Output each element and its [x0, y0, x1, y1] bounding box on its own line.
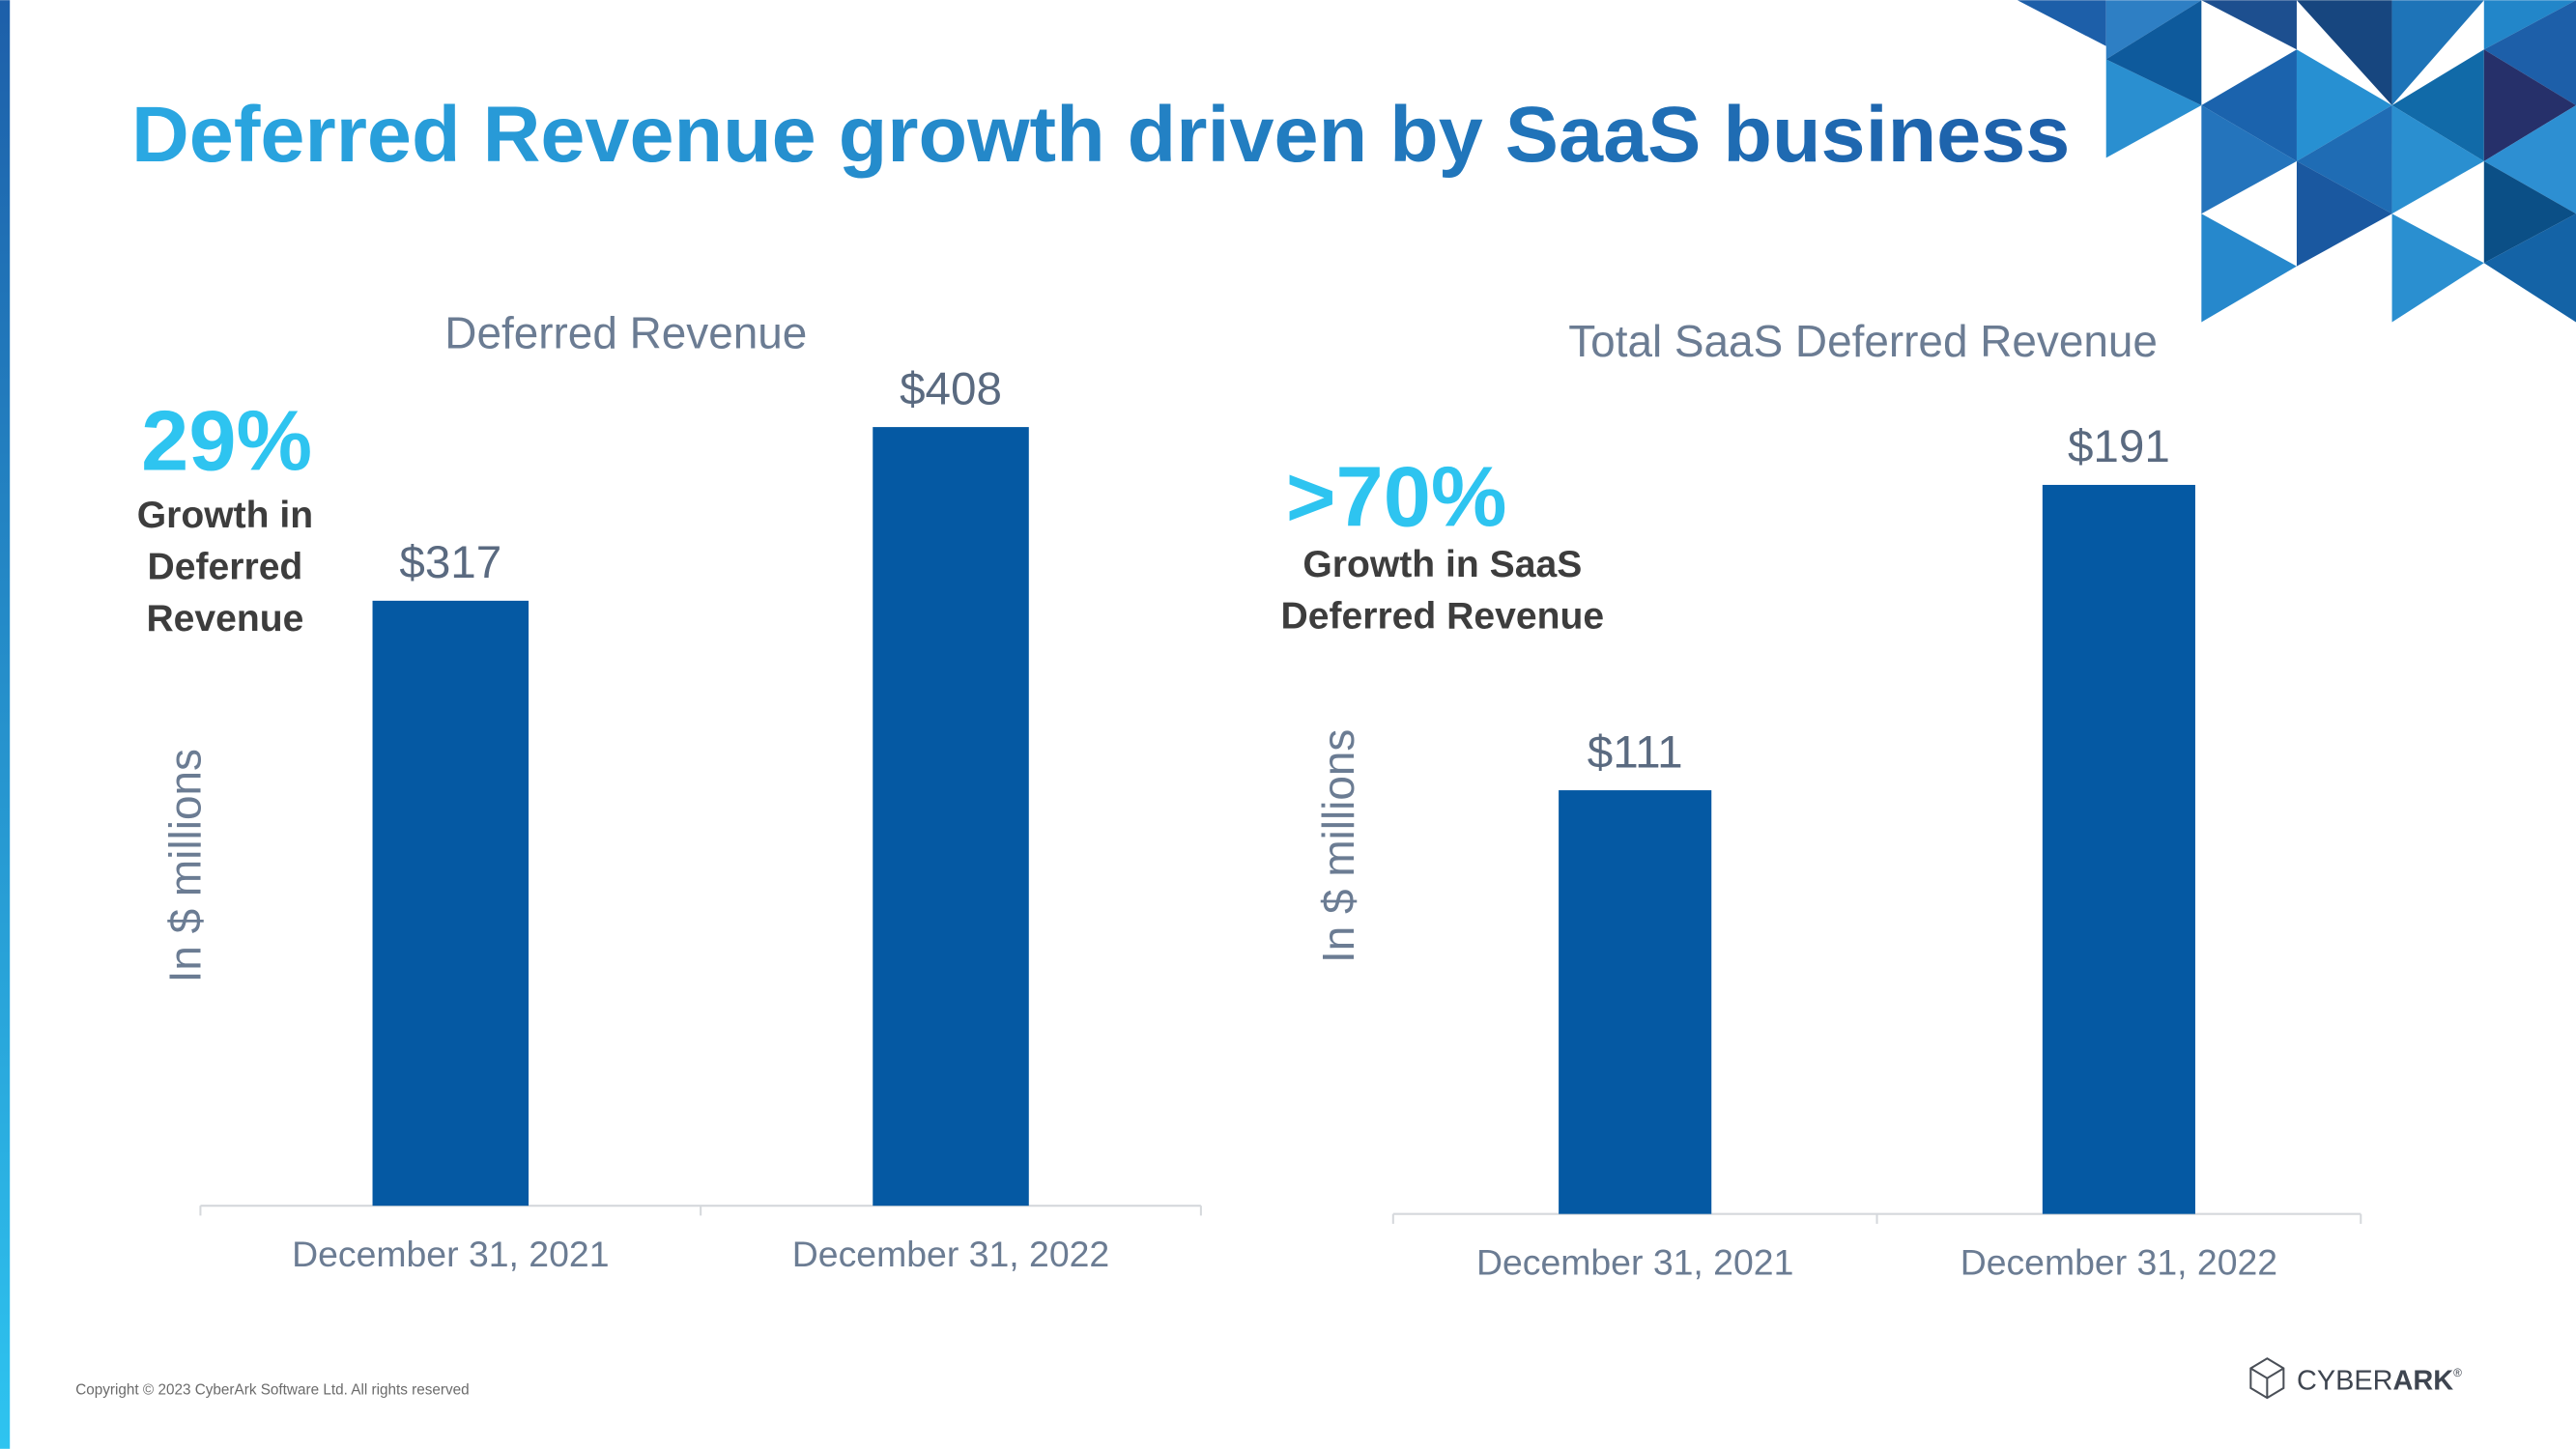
callout-text: Growth in — [137, 495, 313, 536]
callout-text: Deferred Revenue — [1281, 596, 1605, 638]
callout-value: >70% — [1286, 448, 1507, 544]
logo-part: CYBER — [2297, 1366, 2393, 1397]
callout-value: 29% — [141, 392, 312, 488]
callout-text: Revenue — [146, 598, 303, 639]
decoration — [2017, 0, 2576, 323]
chart-title: Deferred Revenue — [444, 308, 807, 358]
logo-part: ® — [2453, 1366, 2462, 1379]
logo-part: ARK — [2393, 1366, 2454, 1397]
x-tick-label: December 31, 2021 — [1476, 1242, 1793, 1283]
x-tick-label: December 31, 2022 — [792, 1234, 1109, 1274]
y-axis-label: In $ millions — [1313, 729, 1363, 963]
value-label: $111 — [1588, 726, 1683, 778]
value-label: $317 — [399, 537, 501, 588]
logo-text: CYBERARK® — [2297, 1366, 2462, 1397]
side-stripe — [0, 0, 11, 1449]
bar — [372, 600, 530, 1207]
chart-title: Total SaaS Deferred Revenue — [1568, 316, 2158, 366]
bar — [873, 427, 1029, 1207]
x-tick-label: December 31, 2022 — [1961, 1242, 2277, 1283]
callout-text: Deferred — [148, 547, 303, 588]
copyright: Copyright © 2023 CyberArk Software Ltd. … — [75, 1382, 469, 1399]
bar — [2042, 484, 2195, 1214]
y-axis-label: In $ millions — [159, 749, 210, 982]
logo: CYBERARK® — [2249, 1357, 2462, 1400]
x-tick-label: December 31, 2021 — [292, 1234, 609, 1274]
callout-text: Growth in SaaS — [1302, 544, 1582, 585]
value-label: $408 — [900, 363, 1002, 414]
slide-title: Deferred Revenue growth driven by SaaS b… — [131, 91, 2070, 179]
logo-icon — [2249, 1357, 2285, 1400]
bar — [1559, 790, 1712, 1214]
value-label: $191 — [2068, 421, 2170, 472]
